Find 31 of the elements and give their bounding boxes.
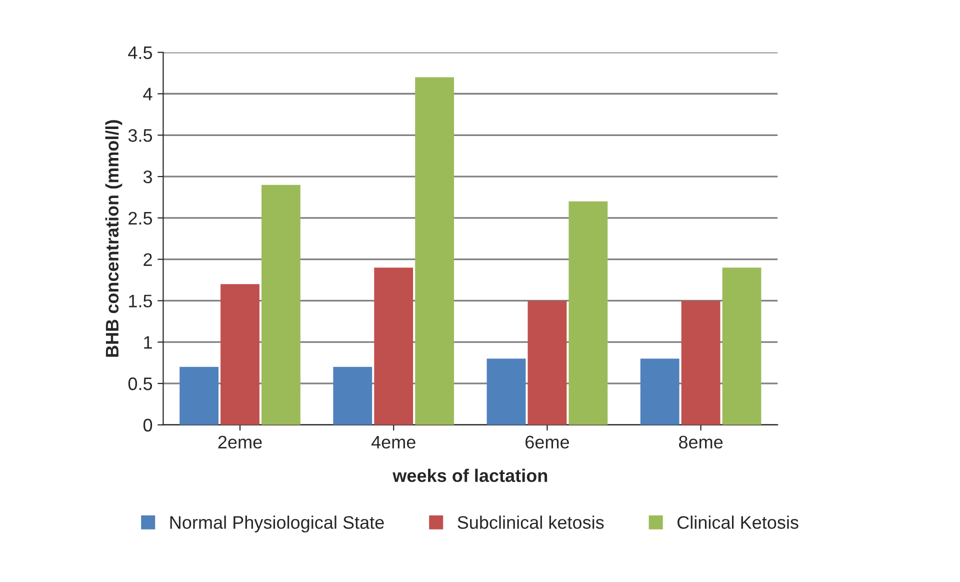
legend-label: Subclinical ketosis	[458, 516, 604, 529]
bar	[486, 358, 526, 425]
y-tick-label: 0	[143, 418, 152, 432]
x-tick-label: 6eme	[526, 436, 569, 449]
bar	[415, 77, 454, 425]
y-tick-label: 1.5	[129, 294, 152, 308]
y-tick-label: 4	[143, 88, 152, 100]
y-tick-label: 2	[144, 253, 152, 266]
x-tick-label: 8eme	[679, 436, 723, 449]
y-tick-label: 0.5	[128, 377, 152, 390]
bar	[568, 201, 608, 425]
legend-label: Clinical Ketosis	[678, 516, 798, 529]
legend-label: Normal Physiological State	[170, 516, 384, 532]
bar	[374, 268, 414, 425]
bar	[681, 300, 720, 425]
bar	[640, 358, 680, 425]
bar	[528, 300, 567, 425]
x-tick-label: 4eme	[371, 436, 416, 449]
y-tick-label: 3.5	[128, 129, 152, 142]
x-tick-label: 2eme	[218, 436, 262, 449]
y-tick-label: 1	[144, 336, 152, 349]
y-axis-title: BHB concentration (mmol/l)	[105, 120, 122, 357]
y-tick-label: 2.5	[128, 212, 152, 225]
bar	[262, 184, 300, 425]
bar	[220, 284, 260, 425]
bar	[722, 268, 762, 425]
y-tick-label: 4.5	[128, 46, 152, 60]
bar	[180, 366, 218, 425]
x-axis-title: weeks of lactation	[392, 468, 548, 482]
y-tick-label: 3	[143, 170, 152, 184]
bar	[333, 366, 372, 425]
